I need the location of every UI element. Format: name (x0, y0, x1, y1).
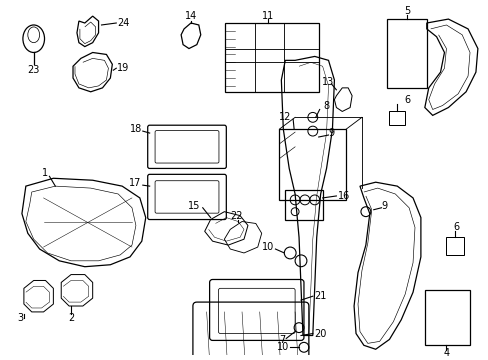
Text: 2: 2 (68, 313, 74, 323)
Bar (446, 237, 463, 255)
Text: 4: 4 (443, 348, 448, 358)
Text: 19: 19 (117, 63, 129, 73)
Text: 17: 17 (129, 178, 142, 188)
Text: 10: 10 (262, 242, 274, 252)
Text: 3: 3 (17, 313, 23, 323)
Text: 24: 24 (117, 18, 129, 28)
Bar (388, 112, 405, 125)
Text: 15: 15 (188, 201, 201, 211)
Text: 23: 23 (27, 65, 40, 75)
Text: 20: 20 (313, 329, 325, 338)
Bar (386, 19, 426, 88)
Bar (279, 129, 346, 200)
Text: 14: 14 (184, 11, 197, 21)
Text: 6: 6 (452, 222, 458, 233)
Text: 11: 11 (261, 11, 273, 21)
Text: 22: 22 (229, 211, 242, 221)
Bar (424, 290, 469, 345)
Text: 6: 6 (403, 95, 409, 105)
Text: 10: 10 (276, 342, 288, 352)
Text: 5: 5 (403, 6, 409, 16)
Text: 16: 16 (338, 191, 350, 201)
Text: 7: 7 (279, 336, 285, 345)
Text: 12: 12 (278, 112, 290, 122)
Text: 9: 9 (381, 201, 387, 211)
Bar (225, 23, 318, 92)
Text: 9: 9 (328, 128, 334, 138)
Bar (285, 190, 322, 220)
Text: 13: 13 (322, 77, 334, 87)
Text: 1: 1 (41, 168, 48, 178)
Text: 21: 21 (313, 291, 325, 301)
Text: 18: 18 (129, 124, 142, 134)
Text: 8: 8 (323, 100, 329, 111)
